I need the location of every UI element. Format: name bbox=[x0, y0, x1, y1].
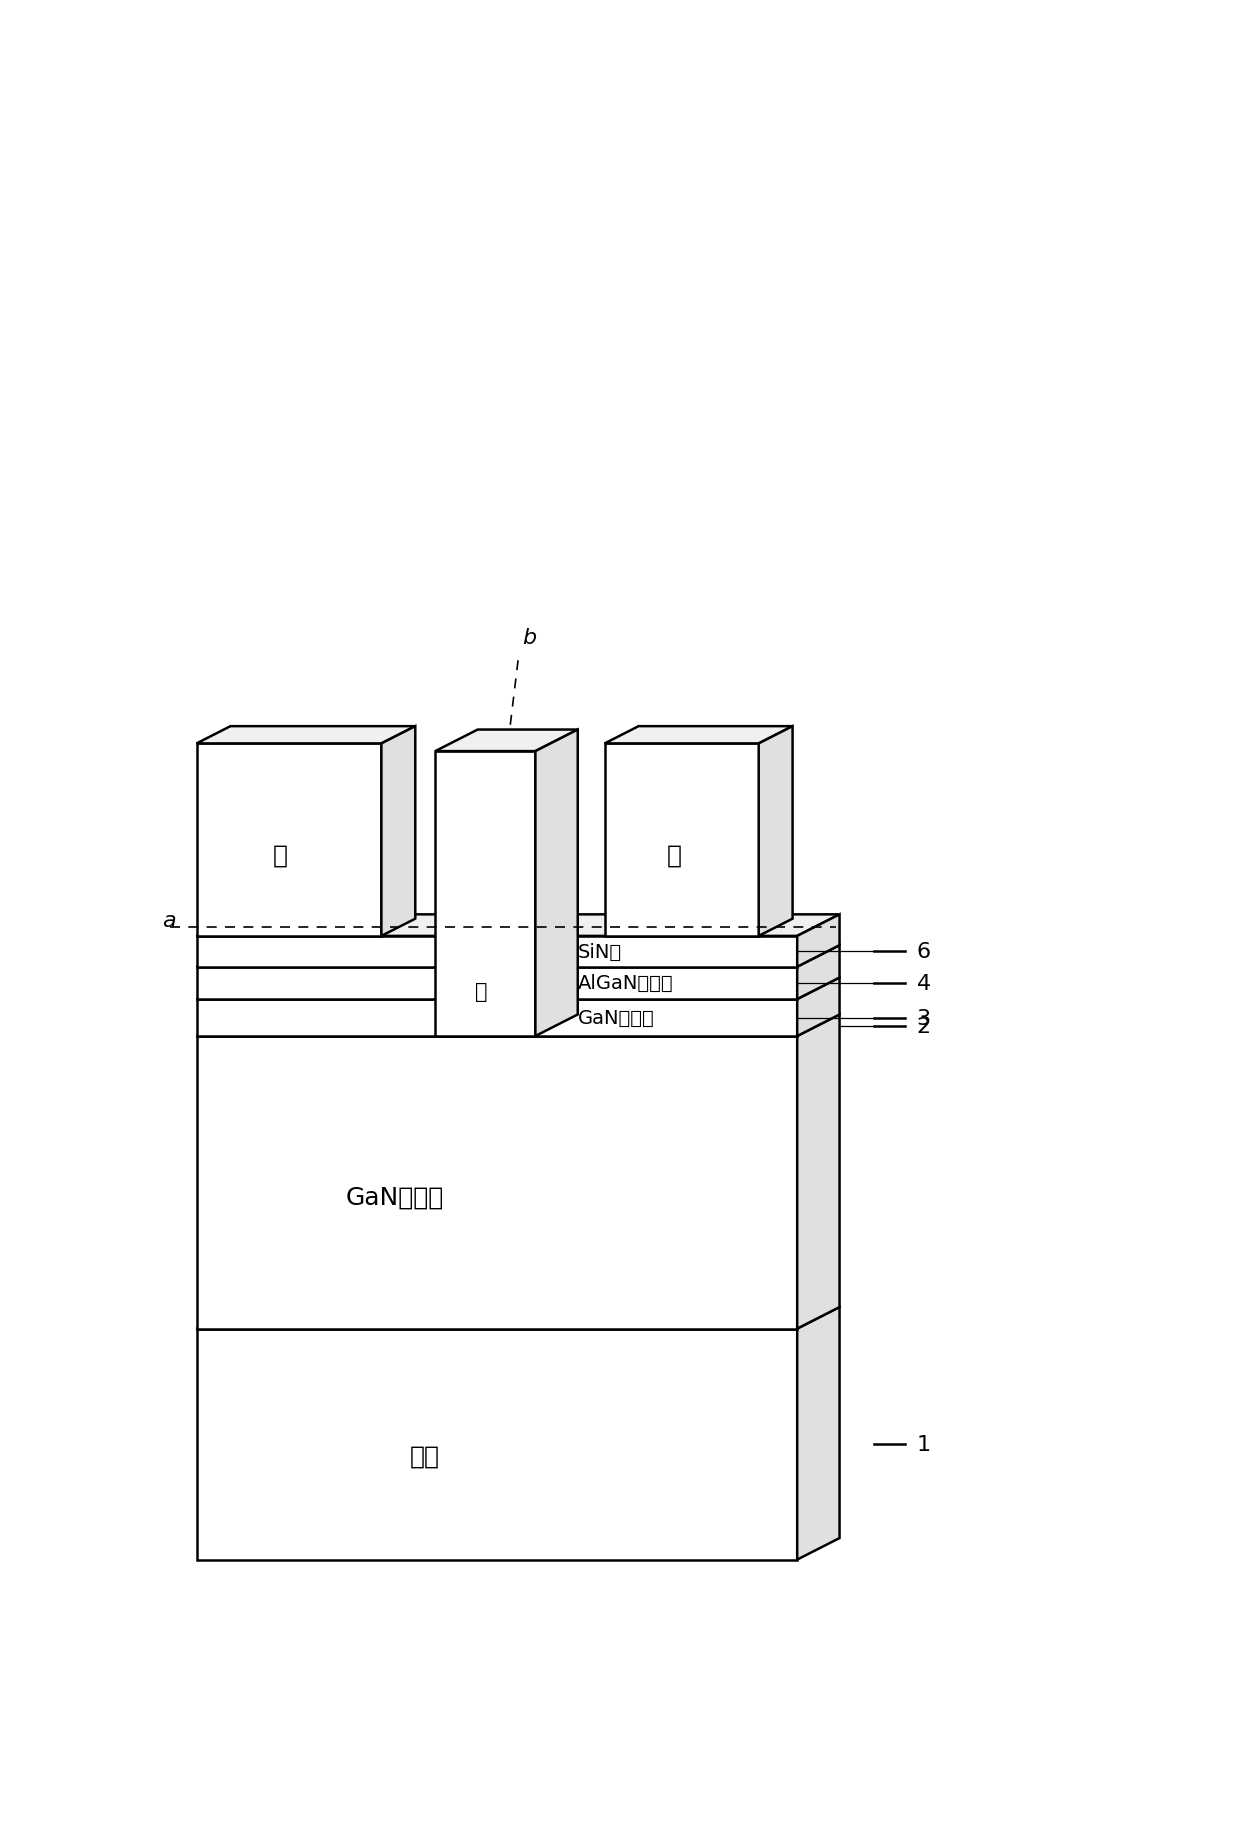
Polygon shape bbox=[197, 936, 797, 967]
Text: GaN沟道层: GaN沟道层 bbox=[578, 1008, 655, 1028]
Polygon shape bbox=[197, 978, 839, 999]
Text: a: a bbox=[162, 910, 176, 931]
Polygon shape bbox=[197, 1308, 839, 1330]
Text: 3: 3 bbox=[916, 1008, 931, 1028]
Text: 6: 6 bbox=[916, 942, 931, 962]
Text: 2: 2 bbox=[916, 1017, 931, 1037]
Text: 4: 4 bbox=[916, 973, 931, 993]
Text: 1: 1 bbox=[916, 1434, 931, 1455]
Polygon shape bbox=[797, 1308, 839, 1559]
Polygon shape bbox=[197, 1015, 839, 1037]
Polygon shape bbox=[435, 730, 578, 752]
Polygon shape bbox=[197, 1330, 797, 1559]
Polygon shape bbox=[797, 978, 839, 1037]
Text: AlGaN势垒层: AlGaN势垒层 bbox=[578, 975, 673, 993]
Polygon shape bbox=[382, 726, 415, 936]
Polygon shape bbox=[197, 726, 415, 745]
Polygon shape bbox=[536, 730, 578, 1037]
Text: 源: 源 bbox=[273, 844, 288, 868]
Text: GaN缓冲层: GaN缓冲层 bbox=[346, 1186, 444, 1210]
Polygon shape bbox=[759, 726, 792, 936]
Polygon shape bbox=[605, 745, 759, 936]
Polygon shape bbox=[435, 752, 536, 1037]
Text: 栅: 栅 bbox=[475, 982, 487, 1002]
Polygon shape bbox=[197, 999, 797, 1037]
Polygon shape bbox=[797, 945, 839, 999]
Polygon shape bbox=[197, 745, 382, 936]
Polygon shape bbox=[797, 1015, 839, 1330]
Polygon shape bbox=[197, 967, 797, 999]
Polygon shape bbox=[797, 914, 839, 967]
Text: 漏: 漏 bbox=[667, 844, 682, 868]
Text: 衬底: 衬底 bbox=[410, 1444, 440, 1468]
Polygon shape bbox=[197, 914, 839, 936]
Text: b: b bbox=[522, 627, 537, 647]
Polygon shape bbox=[197, 1037, 797, 1330]
Text: SiN层: SiN层 bbox=[578, 942, 622, 962]
Polygon shape bbox=[605, 726, 792, 745]
Polygon shape bbox=[197, 945, 839, 967]
